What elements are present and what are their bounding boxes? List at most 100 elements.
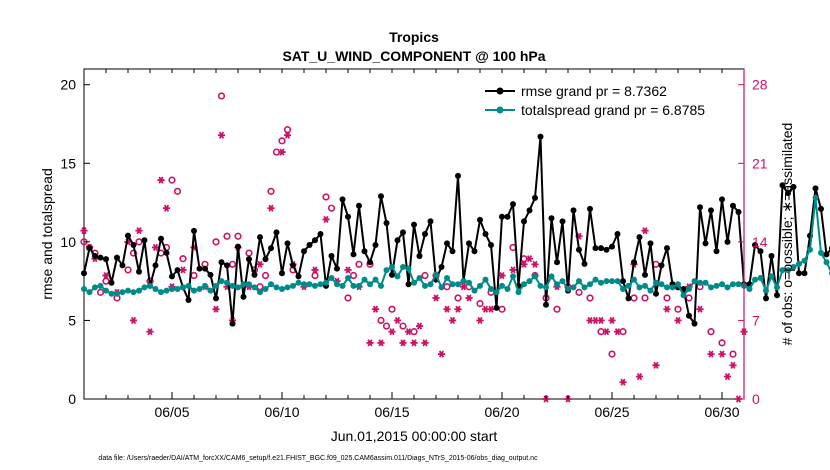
spread-point — [240, 281, 247, 288]
rmse-point — [774, 292, 780, 299]
rmse-point — [213, 295, 219, 302]
rmse-point — [290, 262, 296, 269]
spread-point — [620, 286, 626, 292]
rmse-point — [273, 229, 280, 236]
rmse-point — [174, 267, 181, 274]
y-tick-label: 10 — [60, 234, 76, 250]
rmse-point — [636, 234, 643, 241]
rmse-point — [592, 245, 599, 252]
spread-point — [295, 279, 302, 286]
legend-rmse-label: rmse grand pr = 8.7362 — [521, 83, 667, 99]
rmse-point — [196, 265, 203, 272]
rmse-point — [526, 207, 533, 214]
spread-point — [488, 286, 494, 292]
rmse-point — [416, 253, 423, 259]
rmse-point — [785, 190, 791, 197]
obs-assimilated-marker — [393, 316, 402, 324]
spread-point — [752, 276, 758, 283]
rmse-point — [603, 246, 610, 253]
obs-possible-marker — [129, 249, 138, 257]
spread-point — [697, 279, 703, 286]
rmse-point — [356, 202, 362, 209]
spread-point — [548, 273, 555, 280]
obs-possible-marker — [498, 305, 506, 313]
spread-point — [625, 282, 632, 289]
spread-point — [229, 282, 236, 289]
obs-assimilated-marker — [410, 339, 418, 347]
obs-possible-marker — [377, 316, 385, 325]
rmse-point — [587, 205, 593, 212]
rmse-point — [658, 262, 665, 269]
spread-point — [790, 264, 797, 270]
obs-assimilated-marker — [525, 255, 534, 263]
spread-point — [807, 246, 813, 253]
obs-possible-marker — [388, 305, 396, 313]
obs-possible-marker — [102, 277, 110, 285]
y2-tick-label: 28 — [752, 77, 768, 93]
rmse-point — [92, 253, 98, 259]
spread-point — [587, 281, 593, 288]
spread-point — [103, 287, 109, 294]
rmse-point — [185, 297, 192, 303]
obs-possible-marker — [454, 294, 462, 302]
spread-point — [642, 282, 648, 289]
spread-point — [125, 287, 131, 294]
rmse-point — [653, 290, 659, 297]
rmse-point — [246, 256, 252, 263]
rmse-point — [378, 193, 384, 200]
rmse-point — [647, 240, 654, 247]
rmse-point — [702, 240, 709, 247]
y2-tick-label: 7 — [752, 312, 760, 328]
spread-point — [163, 287, 170, 294]
obs-assimilated-marker — [707, 350, 715, 358]
obs-assimilated-marker — [597, 316, 605, 324]
spread-point — [598, 279, 604, 286]
spread-point — [279, 286, 285, 292]
x-tick-label: 06/10 — [264, 404, 299, 420]
obs-possible-marker — [96, 288, 105, 296]
spread-point — [356, 282, 362, 289]
rmse-point — [119, 262, 126, 269]
data-file-footer: data file: /Users/raeder/DAI/ATM_forcXX/… — [98, 455, 538, 462]
obs-assimilated-marker — [256, 260, 264, 268]
rmse-point — [686, 312, 692, 319]
rmse-point — [796, 270, 802, 277]
rmse-point — [202, 265, 208, 272]
y-tick-label: 20 — [60, 77, 76, 93]
rmse-point — [383, 220, 390, 226]
rmse-point — [361, 248, 368, 255]
spread-point — [576, 278, 582, 285]
spread-point — [609, 278, 615, 285]
spread-point — [653, 279, 659, 286]
rmse-point — [394, 237, 401, 244]
rmse-point — [400, 229, 406, 236]
obs-possible-marker — [575, 288, 583, 296]
spread-point — [224, 279, 230, 286]
obs-assimilated-marker — [652, 361, 660, 369]
rmse-point — [752, 242, 758, 248]
rmse-point — [444, 240, 450, 247]
rmse-point — [251, 271, 258, 278]
spread-point — [141, 284, 148, 291]
obs-possible-marker — [707, 328, 715, 336]
spread-point — [691, 278, 698, 285]
obs-assimilated-marker — [437, 350, 446, 358]
obs-assimilated-marker — [696, 305, 704, 313]
spread-point — [169, 286, 175, 292]
rmse-point — [130, 242, 137, 248]
spread-point — [812, 194, 819, 201]
rmse-point — [218, 259, 225, 266]
rmse-point — [262, 256, 269, 263]
obs-possible-marker — [729, 350, 737, 358]
obs-possible-marker — [311, 271, 319, 280]
spread-point — [730, 281, 736, 288]
obs-possible-marker — [718, 339, 726, 347]
obs-assimilated-marker — [217, 131, 226, 139]
spread-point — [801, 257, 808, 264]
spread-point — [477, 282, 483, 289]
rmse-point — [108, 279, 115, 286]
rmse-point — [609, 243, 615, 250]
rmse-point — [664, 245, 670, 252]
y2-tick-label: 0 — [752, 391, 760, 407]
spread-point — [345, 275, 351, 281]
